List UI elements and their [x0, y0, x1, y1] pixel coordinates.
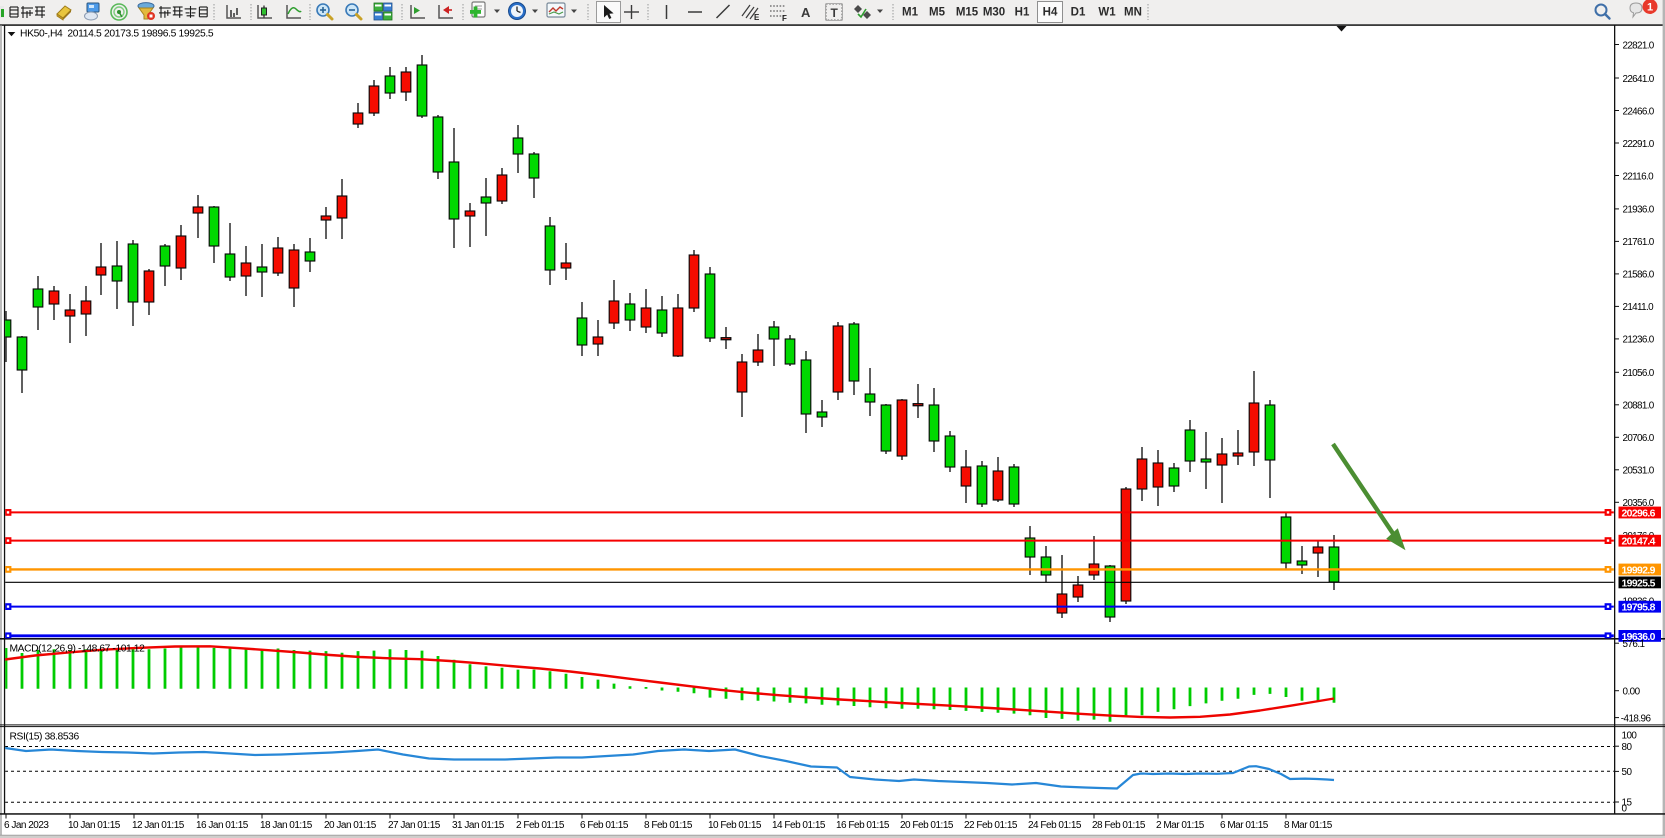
svg-text:27 Jan 01:15: 27 Jan 01:15 — [388, 820, 441, 831]
svg-text:19636.0: 19636.0 — [1622, 632, 1656, 643]
svg-text:22821.0: 22821.0 — [1623, 40, 1655, 51]
svg-text:2 Feb 01:15: 2 Feb 01:15 — [516, 820, 565, 831]
svg-text:H4: H4 — [1043, 7, 1058, 19]
svg-text:2 Mar 01:15: 2 Mar 01:15 — [1156, 820, 1205, 831]
svg-text:20706.0: 20706.0 — [1623, 433, 1655, 444]
svg-text:18 Jan 01:15: 18 Jan 01:15 — [260, 820, 313, 831]
svg-text:21411.0: 21411.0 — [1623, 302, 1655, 313]
svg-text:14 Feb 01:15: 14 Feb 01:15 — [772, 820, 826, 831]
svg-text:20 Jan 01:15: 20 Jan 01:15 — [324, 820, 377, 831]
svg-text:20 Feb 01:15: 20 Feb 01:15 — [900, 820, 954, 831]
svg-text:22641.0: 22641.0 — [1623, 74, 1655, 85]
svg-text:E: E — [754, 13, 760, 22]
svg-text:MN: MN — [1124, 7, 1142, 19]
svg-text:8 Mar 01:15: 8 Mar 01:15 — [1284, 820, 1333, 831]
svg-text:H1: H1 — [1015, 7, 1030, 19]
svg-text:16 Feb 01:15: 16 Feb 01:15 — [836, 820, 890, 831]
svg-text:20147.4: 20147.4 — [1622, 537, 1656, 548]
svg-text:6 Jan 2023: 6 Jan 2023 — [4, 820, 49, 831]
svg-text:15: 15 — [1622, 798, 1633, 809]
svg-text:19992.9: 19992.9 — [1622, 565, 1656, 576]
svg-text:M1: M1 — [902, 7, 919, 19]
svg-text:21761.0: 21761.0 — [1623, 237, 1655, 248]
svg-text:M30: M30 — [983, 7, 1005, 19]
svg-text:22291.0: 22291.0 — [1623, 139, 1655, 150]
svg-text:20881.0: 20881.0 — [1623, 401, 1655, 412]
svg-text:16 Jan 01:15: 16 Jan 01:15 — [196, 820, 249, 831]
svg-text:T: T — [831, 6, 839, 20]
svg-text:A: A — [801, 5, 811, 20]
svg-text:24 Feb 01:15: 24 Feb 01:15 — [1028, 820, 1082, 831]
svg-text:21936.0: 21936.0 — [1623, 205, 1655, 216]
svg-text:MACD(12,26,9) -148.67 -101.12: MACD(12,26,9) -148.67 -101.12 — [10, 643, 146, 654]
svg-text:20296.6: 20296.6 — [1622, 508, 1656, 519]
svg-text:M15: M15 — [956, 7, 979, 19]
svg-text:31 Jan 01:15: 31 Jan 01:15 — [452, 820, 505, 831]
svg-text:10 Jan 01:15: 10 Jan 01:15 — [68, 820, 121, 831]
svg-text:21236.0: 21236.0 — [1623, 335, 1655, 346]
svg-text:576.1: 576.1 — [1623, 639, 1646, 650]
svg-text:80: 80 — [1622, 742, 1633, 753]
svg-text:F: F — [782, 14, 787, 23]
svg-text:28 Feb 01:15: 28 Feb 01:15 — [1092, 820, 1146, 831]
svg-text:W1: W1 — [1098, 7, 1116, 19]
svg-text:100: 100 — [1622, 731, 1638, 742]
svg-text:RSI(15) 38.8536: RSI(15) 38.8536 — [10, 732, 80, 743]
svg-text:19925.5: 19925.5 — [1622, 578, 1656, 589]
svg-text:22466.0: 22466.0 — [1623, 106, 1655, 117]
svg-text:10 Feb 01:15: 10 Feb 01:15 — [708, 820, 762, 831]
svg-text:21056.0: 21056.0 — [1623, 368, 1655, 379]
svg-text:20356.0: 20356.0 — [1623, 498, 1655, 509]
svg-text:12 Jan 01:15: 12 Jan 01:15 — [132, 820, 185, 831]
svg-text:0: 0 — [1622, 803, 1628, 814]
svg-text:1: 1 — [1647, 2, 1653, 14]
svg-text:50: 50 — [1622, 767, 1633, 778]
svg-text:D1: D1 — [1071, 7, 1086, 19]
svg-text:6 Mar 01:15: 6 Mar 01:15 — [1220, 820, 1269, 831]
svg-text:M5: M5 — [929, 7, 946, 19]
svg-text:HK50-,H4 20114.5 20173.5 1989: HK50-,H4 20114.5 20173.5 19896.5 19925.5 — [20, 29, 214, 40]
svg-text:20531.0: 20531.0 — [1623, 466, 1655, 477]
svg-text:6 Feb 01:15: 6 Feb 01:15 — [580, 820, 629, 831]
svg-text:21586.0: 21586.0 — [1623, 270, 1655, 281]
svg-text:22 Feb 01:15: 22 Feb 01:15 — [964, 820, 1018, 831]
svg-text:0.00: 0.00 — [1623, 686, 1641, 697]
svg-text:19795.8: 19795.8 — [1622, 603, 1656, 614]
svg-text:22116.0: 22116.0 — [1623, 171, 1655, 182]
svg-text:8 Feb 01:15: 8 Feb 01:15 — [644, 820, 693, 831]
svg-text:-418.96: -418.96 — [1621, 713, 1652, 724]
